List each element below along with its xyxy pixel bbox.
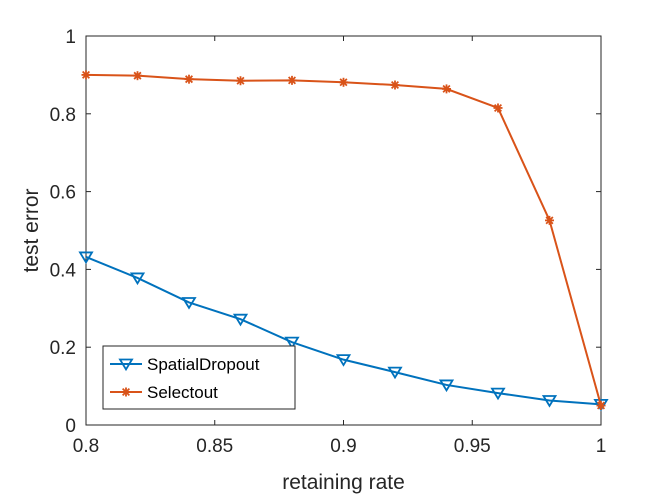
y-tick-label: 0 — [65, 416, 76, 437]
legend-box — [102, 345, 296, 410]
data-point-selectout-core — [392, 82, 398, 88]
data-point-selectout — [81, 70, 91, 80]
legend: SpatialDropout Selectout — [102, 345, 296, 410]
data-point-spatialdropout — [490, 387, 506, 401]
legend-marker-selectout — [121, 387, 131, 397]
data-point-spatialdropout — [387, 366, 403, 380]
data-point-spatialdropout — [438, 379, 455, 393]
legend-item-selectout: Selectout — [110, 383, 218, 402]
data-point-selectout-core — [495, 105, 501, 111]
x-tick-label: 0.95 — [454, 436, 491, 457]
x-axis-label: retaining rate — [282, 471, 405, 494]
data-point-selectout-core — [186, 76, 192, 82]
y-tick-label: 0.2 — [50, 338, 76, 359]
data-point-selectout — [236, 76, 245, 86]
legend-item-spatialdropout: SpatialDropout — [110, 355, 260, 374]
series-line-spatialdropout — [85, 256, 602, 406]
data-point-selectout — [493, 103, 503, 113]
data-point-selectout-core — [547, 218, 552, 223]
data-point-selectout-core — [289, 78, 295, 83]
data-point-selectout-core — [598, 403, 604, 408]
y-tick-label: 1 — [65, 27, 76, 48]
data-point-selectout — [133, 71, 142, 81]
series-layer — [78, 70, 609, 412]
data-point-selectout-core — [83, 72, 89, 78]
x-tick-label: 0.9 — [330, 436, 356, 457]
data-point-selectout — [287, 75, 297, 85]
data-point-spatialdropout — [335, 354, 352, 367]
data-point-spatialdropout — [541, 395, 558, 408]
y-tick-label: 0.6 — [50, 183, 76, 204]
data-point-selectout-core — [444, 86, 449, 92]
data-point-selectout — [442, 84, 451, 94]
y-axis-label: test error — [20, 188, 43, 272]
data-point-selectout — [184, 74, 194, 84]
data-point-selectout — [545, 215, 554, 225]
data-point-selectout-core — [238, 78, 243, 83]
data-point-spatialdropout — [232, 313, 249, 327]
series-selectout — [81, 70, 606, 411]
data-point-selectout-core — [341, 80, 346, 85]
data-point-selectout — [339, 77, 348, 87]
legend-marker-spatialdropout — [118, 358, 134, 372]
x-tick-label: 0.85 — [196, 436, 233, 457]
data-point-selectout — [596, 401, 606, 411]
data-point-selectout — [390, 80, 400, 90]
y-tick-label: 0.4 — [50, 260, 77, 281]
series-spatialdropout — [78, 251, 609, 412]
x-tick-label: 1 — [596, 436, 607, 457]
x-tick-label: 0.8 — [73, 436, 99, 457]
y-tick-label: 0.8 — [50, 105, 76, 126]
data-point-spatialdropout — [284, 336, 300, 350]
data-point-spatialdropout — [129, 272, 146, 286]
legend-label-selectout: Selectout — [147, 383, 218, 402]
data-point-selectout-core — [135, 73, 140, 78]
legend-marker-selectout-core — [123, 389, 129, 395]
data-point-spatialdropout — [78, 251, 94, 265]
data-point-spatialdropout — [181, 297, 197, 310]
legend-label-spatialdropout: SpatialDropout — [147, 355, 260, 374]
